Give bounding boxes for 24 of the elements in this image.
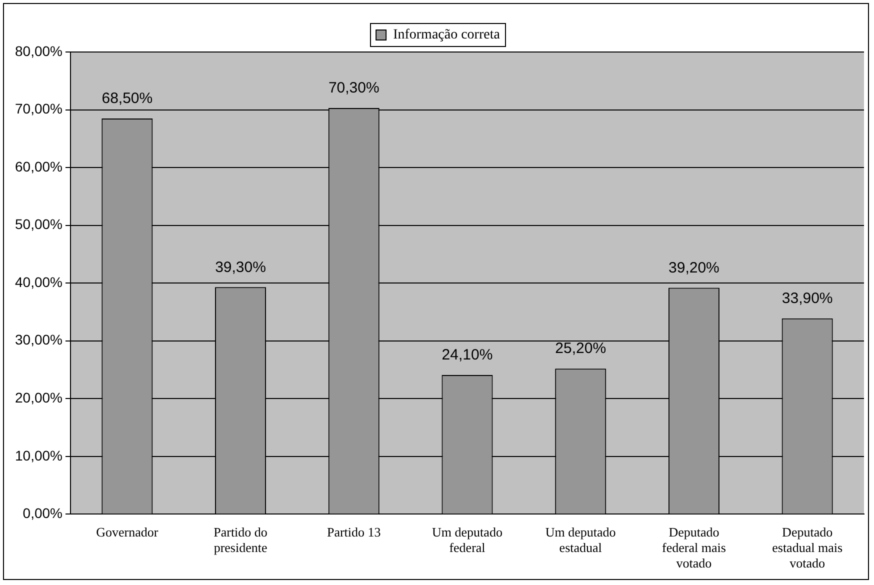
x-tick-label: Um deputado federal [432,524,502,556]
y-tick-label: 80,00% [15,42,62,59]
data-label: 39,30% [215,258,266,276]
legend-label: Informação correta [393,28,501,43]
y-tick-label: 70,00% [15,100,62,117]
data-label: 39,20% [668,259,720,276]
x-tick-label: Deputado federal mais votado [662,524,726,571]
data-label: 68,50% [102,90,153,108]
y-tick-label: 60,00% [15,158,62,174]
data-label: 33,90% [782,290,833,307]
data-label: 24,10% [442,346,493,364]
x-tick-label: Partido do presidente [214,524,268,556]
data-label: 25,20% [555,340,606,358]
y-tick-label: 30,00% [15,332,62,348]
data-label: 70,30% [328,80,380,97]
y-tick-label: 20,00% [15,390,62,406]
y-tick-label: 0,00% [22,505,62,522]
x-tick-label: Um deputado estadual [545,524,616,556]
y-tick-label: 10,00% [15,447,62,464]
y-tick-label: 40,00% [15,274,62,290]
x-tick-label: Deputado estadual mais votado [772,524,843,571]
x-tick-label: Partido 13 [326,524,381,540]
y-tick-label: 50,00% [15,216,62,232]
x-tick-label: Governador [96,524,159,540]
